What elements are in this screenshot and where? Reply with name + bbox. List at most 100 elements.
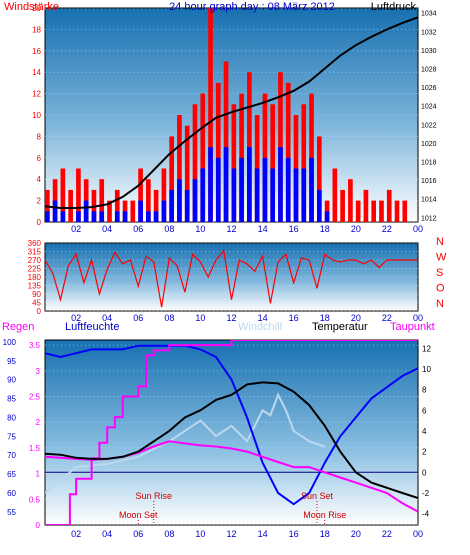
compass-label: O [436,283,445,295]
x-tick-label: 08 [164,224,174,234]
wind-bar [254,168,260,222]
x-tick-label: 20 [351,224,361,234]
x-tick-label: 18 [320,529,330,539]
gust-bar [371,200,377,222]
wind-tick-label: 12 [32,90,41,99]
rain-axis-title: Regen [2,321,34,333]
wind-bar [293,168,299,222]
temp-tick-label: 4 [422,427,427,436]
gust-bar [99,179,105,222]
wind-tick-label: 2 [37,197,42,206]
pressure-line [45,16,418,209]
gust-bar [68,189,73,222]
pressure-tick-label: 1026 [421,85,437,92]
pressure-tick-label: 1020 [421,141,437,148]
rain-tick-label: 1.5 [29,444,41,453]
compass-label: N [436,236,444,248]
x-tick-label: 10 [195,224,205,234]
wind-bar [208,147,213,222]
wind-bar [83,200,89,222]
humidity-plot-area [44,339,419,526]
x-tick-label: 22 [382,529,392,539]
rain-tick-label: 2.5 [29,393,41,402]
x-tick-label: 10 [195,529,205,539]
humidity-tick-label: 85 [7,395,16,404]
windchill-legend-label: Windchill [238,321,282,333]
humidity-line [45,344,418,506]
wind-tick-label: 10 [32,111,41,120]
humidity-tick-label: 90 [7,376,16,385]
wind-bar [184,189,190,222]
x-tick-label: 06 [133,529,143,539]
humidity-tick-label: 95 [7,357,16,366]
temp-tick-label: -2 [422,489,430,498]
wind-tick-label: 16 [32,47,41,56]
x-tick-label: 08 [164,313,174,323]
wind-tick-label: 18 [32,25,41,34]
chart-title: 24 hour graph day : 08 März 2012 [169,1,335,13]
gust-bar [177,115,182,222]
x-tick-label: 04 [102,224,112,234]
moon-rise-label: Moon Rise [303,510,346,520]
wind-bar [76,211,81,222]
humidity-tick-label: 100 [3,338,17,347]
wind-bar [309,157,314,222]
gust-bar [215,82,221,222]
gust-bar [184,125,190,222]
wind-bar [177,179,182,222]
rain-tick-label: 3 [36,367,41,376]
humidity-tick-label: 65 [7,470,16,479]
wind-tick-label: 6 [37,154,42,163]
sun-rise-label: Sun Rise [136,491,173,501]
pressure-tick-label: 1024 [421,104,437,111]
x-tick-label: 20 [351,313,361,323]
direction-tick-label: 225 [28,265,42,274]
gust-bar [386,189,392,222]
pressure-tick-label: 1034 [421,11,437,18]
wind-bar [99,211,105,222]
x-tick-label: 00 [413,313,423,323]
x-tick-label: 10 [195,313,205,323]
pressure-tick-label: 1012 [421,215,437,222]
direction-tick-label: 360 [28,239,42,248]
wind-bar [231,168,237,222]
direction-tick-label: 270 [28,256,42,265]
direction-tick-label: 180 [28,273,42,282]
x-tick-label: 18 [320,313,330,323]
wind-bar [169,189,174,222]
gust-bar [200,93,206,222]
x-tick-label: 22 [382,224,392,234]
wind-bar [122,211,128,222]
gust-bar [363,189,369,222]
wind-tick-label: 8 [37,132,42,141]
temp-tick-label: 10 [422,365,431,374]
x-tick-label: 16 [289,313,299,323]
x-tick-label: 08 [164,529,174,539]
x-tick-label: 04 [102,313,112,323]
wind-bar [278,147,283,222]
gust-bar [270,104,276,222]
pressure-tick-label: 1028 [421,66,437,73]
wind-tick-label: 4 [37,175,42,184]
gust-bar [60,168,66,222]
gust-bar [231,104,237,222]
pressure-tick-label: 1018 [421,160,437,167]
x-tick-label: 12 [226,313,236,323]
windchill-line [45,392,326,494]
moon-set-label: Moon Set [119,510,158,520]
wind-bar [138,200,143,222]
gust-bar [262,93,268,222]
gust-bar [355,200,361,222]
gust-bar [402,200,408,222]
x-tick-label: 02 [71,529,81,539]
x-tick-label: 06 [133,313,143,323]
gust-bar [379,200,384,222]
gust-bar [107,200,112,222]
temperature-line [45,381,418,500]
gust-bar [146,179,151,222]
compass-label: W [436,252,447,264]
wind-bar [52,200,58,222]
compass-label: N [436,298,444,310]
wind-bar [270,168,276,222]
